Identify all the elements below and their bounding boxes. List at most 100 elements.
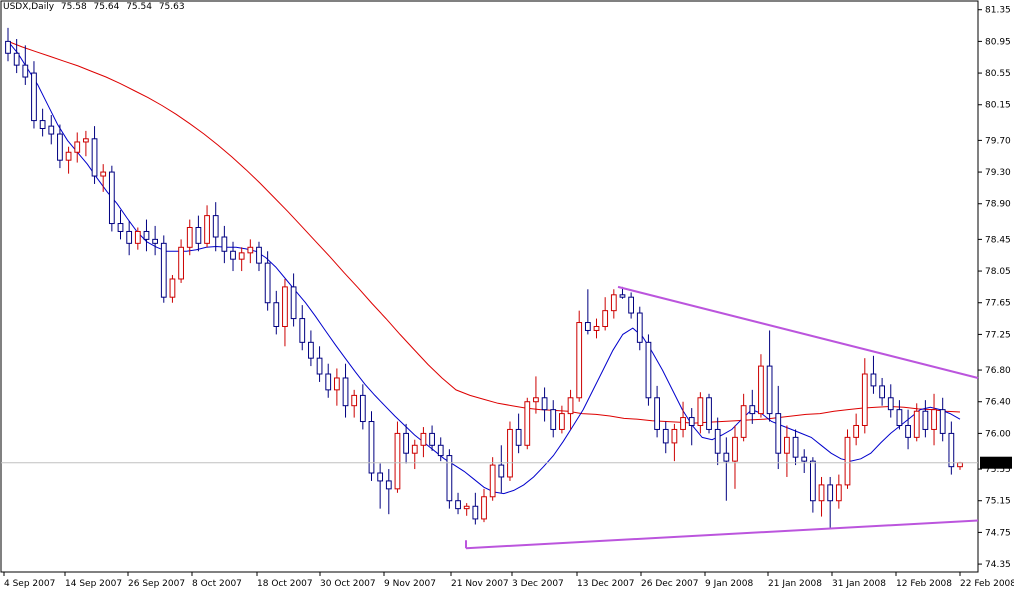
candle-body <box>143 230 150 240</box>
candle <box>559 405 565 434</box>
candle <box>57 124 63 169</box>
plot-frame <box>0 0 979 573</box>
candle-body <box>784 436 790 454</box>
candle <box>853 413 860 446</box>
price-tick-label: 77.65 <box>985 299 1011 309</box>
candle <box>870 355 877 394</box>
candle <box>671 423 678 462</box>
candle <box>576 310 583 402</box>
date-tick-label: 3 Dec 2007 <box>512 579 564 589</box>
candle <box>827 476 834 529</box>
candle-body <box>256 246 262 264</box>
candle <box>628 292 635 319</box>
candle-body <box>134 230 141 244</box>
candle <box>740 393 747 442</box>
candle-body <box>931 409 937 430</box>
candle-body <box>230 250 236 260</box>
candle <box>533 376 539 414</box>
candle-body <box>481 496 487 520</box>
candle <box>913 403 920 442</box>
candle <box>377 463 384 509</box>
candle-body <box>688 417 695 426</box>
candle <box>368 411 375 481</box>
low-value: 75.54 <box>126 2 152 12</box>
candle-body <box>766 365 773 415</box>
candle <box>835 474 842 509</box>
candle-body <box>333 377 340 391</box>
chart-header: USDX,Daily 75.58 75.64 75.54 75.63 <box>3 2 189 12</box>
candle-body <box>152 238 159 244</box>
candle <box>472 492 479 525</box>
date-tick-label: 9 Nov 2007 <box>384 579 436 589</box>
candle <box>584 289 591 335</box>
candle <box>299 305 306 351</box>
candle-body <box>905 424 911 438</box>
candle-body <box>671 428 678 444</box>
candle-body <box>299 318 306 343</box>
date-tick-label: 13 Dec 2007 <box>577 579 635 589</box>
candle-body <box>394 432 401 490</box>
candle <box>879 377 885 406</box>
candle <box>818 476 825 517</box>
date-tick-label: 26 Sep 2007 <box>128 579 185 589</box>
price-tick-label: 76.40 <box>985 398 1011 408</box>
candle <box>31 61 37 129</box>
candle-body <box>654 397 660 430</box>
price-tick-label: 76.00 <box>985 429 1011 439</box>
candle-body <box>264 262 271 304</box>
date-tick-label: 18 Oct 2007 <box>257 579 313 589</box>
candle <box>316 346 323 382</box>
candle <box>282 278 288 347</box>
date-tick-label: 14 Sep 2007 <box>65 579 122 589</box>
candle-body <box>697 397 704 426</box>
candle-body <box>835 484 842 502</box>
candle-body <box>714 428 721 454</box>
candle <box>221 225 228 264</box>
candle-body <box>801 456 808 462</box>
candle-body <box>524 401 531 446</box>
candle-body <box>732 436 738 462</box>
candle-body <box>221 236 228 252</box>
candle <box>446 449 453 509</box>
candle <box>481 488 487 523</box>
lower-trendline <box>465 519 979 550</box>
candle-body <box>619 294 626 298</box>
price-tick-label: 77.25 <box>985 330 1011 340</box>
candle-body <box>308 341 314 359</box>
date-tick-label: 26 Dec 2007 <box>641 579 699 589</box>
candle <box>550 400 557 438</box>
candle <box>152 225 159 256</box>
candle <box>437 437 444 462</box>
candle-body <box>809 460 816 502</box>
candle-body <box>100 171 107 177</box>
price-tick-label: 75.55 <box>985 465 1011 475</box>
candle-body <box>316 357 323 375</box>
candle-body <box>22 64 29 78</box>
candle-body <box>559 413 565 430</box>
candle <box>342 363 349 418</box>
candle <box>429 425 435 451</box>
candle-body <box>39 120 46 130</box>
candle-body <box>775 413 782 454</box>
candle-body <box>65 151 72 161</box>
candle <box>230 241 236 272</box>
price-tick-label: 74.75 <box>985 528 1011 538</box>
candle <box>680 401 686 438</box>
candle <box>541 387 548 422</box>
fast-ma-line <box>7 41 961 495</box>
candle <box>264 251 271 311</box>
candle-body <box>593 325 600 331</box>
candle-body <box>377 472 384 482</box>
candle <box>48 115 55 145</box>
price-tick-label: 79.70 <box>985 136 1011 146</box>
date-tick-label: 12 Feb 2008 <box>896 579 952 589</box>
candle <box>325 363 332 398</box>
candle <box>749 389 756 424</box>
candle-body <box>680 417 686 430</box>
candle-body <box>723 452 730 462</box>
symbol-period-label: USDX,Daily <box>3 2 55 12</box>
candle <box>13 39 20 74</box>
candle <box>238 247 245 272</box>
